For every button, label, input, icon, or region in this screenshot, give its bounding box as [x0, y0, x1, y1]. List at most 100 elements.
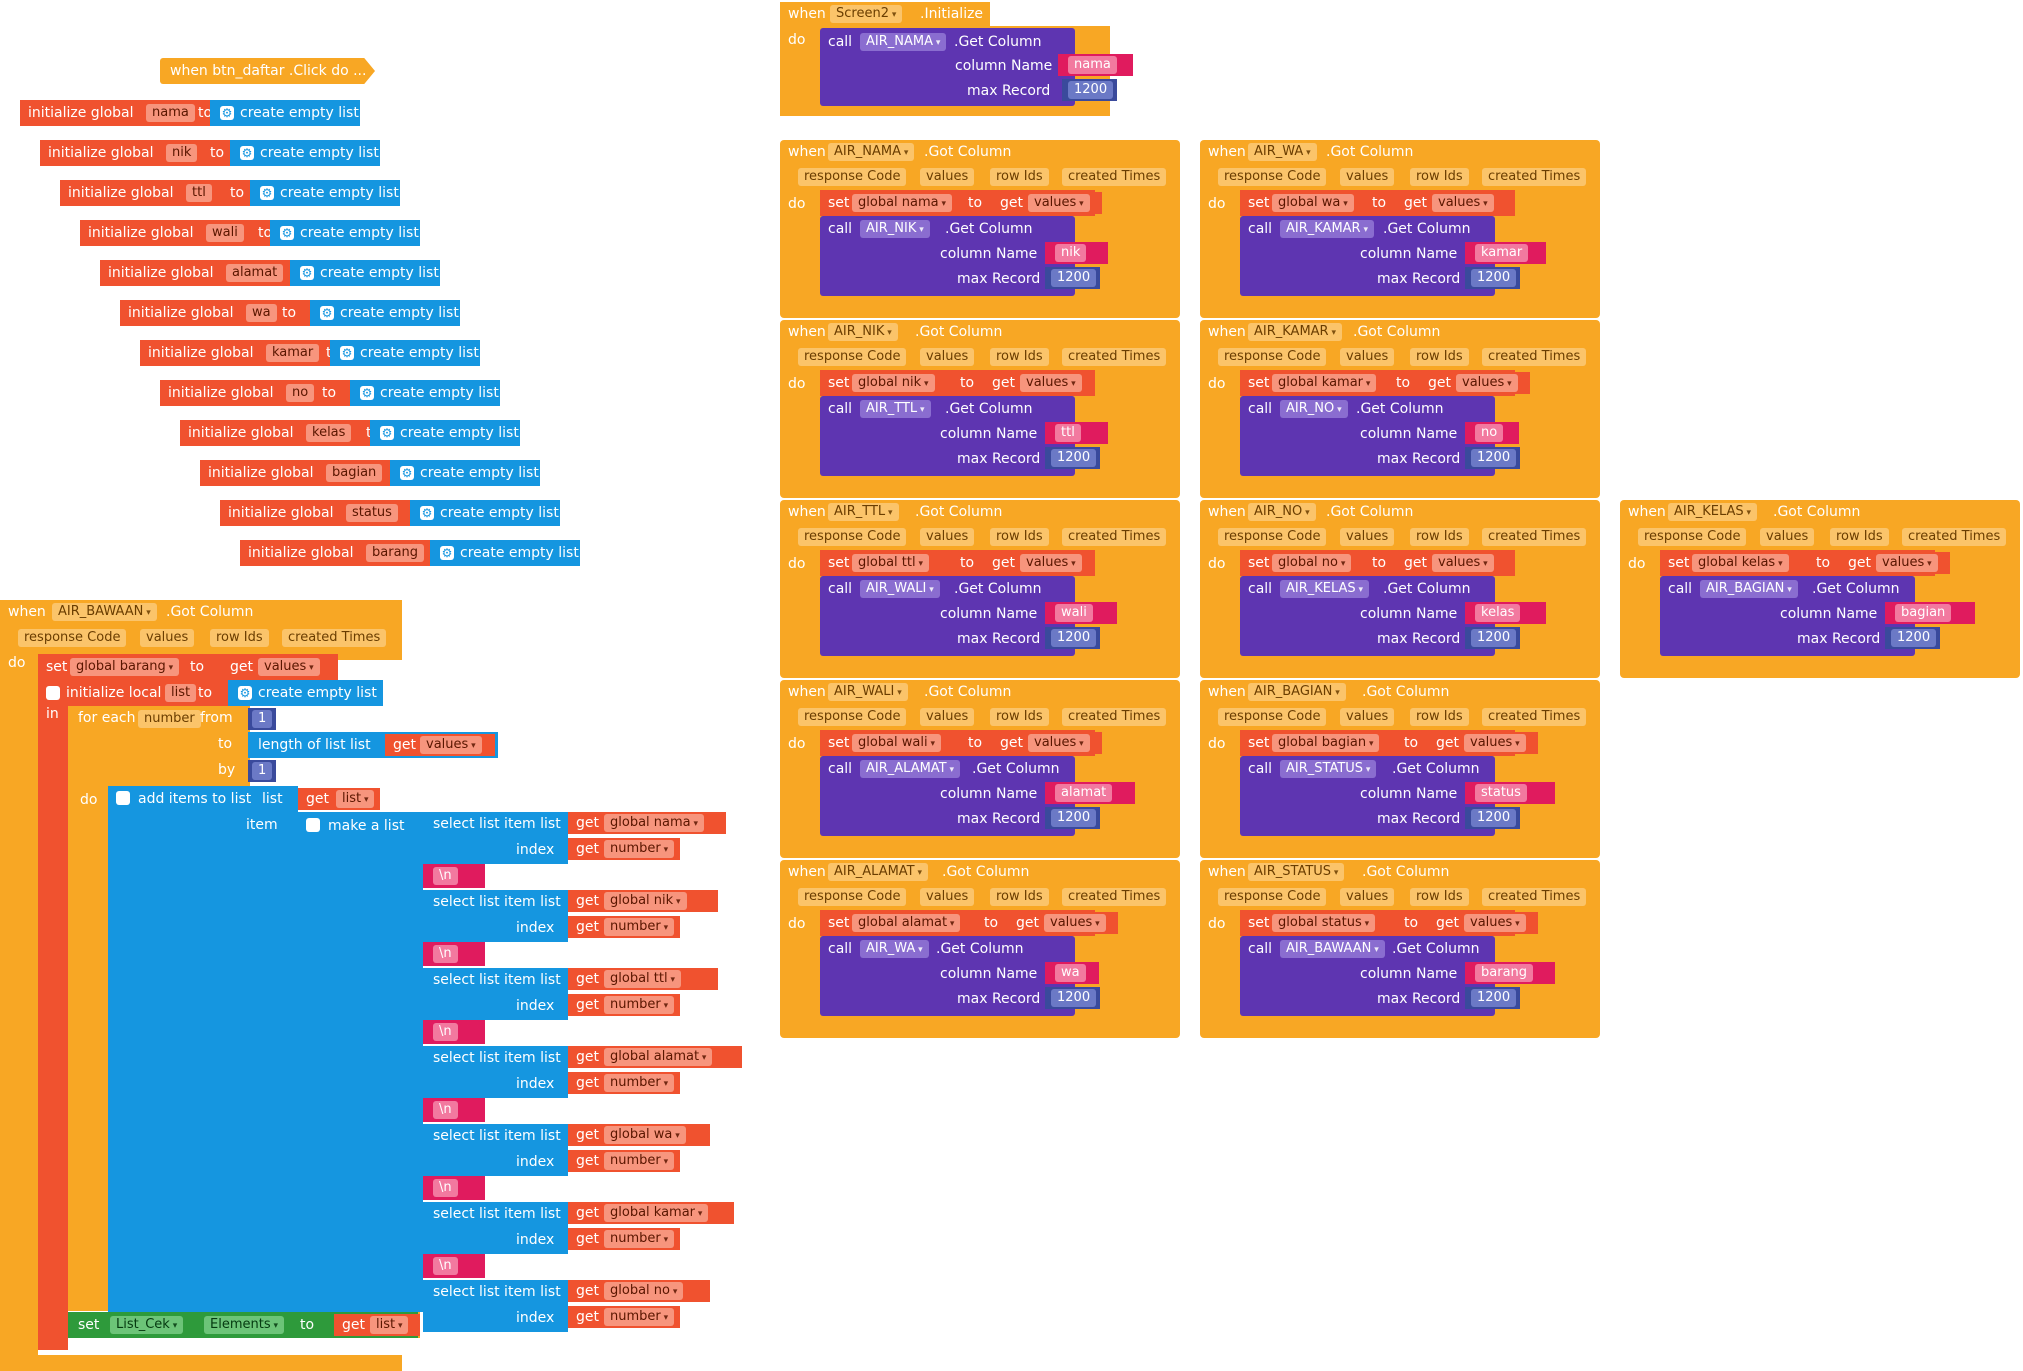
event-param-response-code[interactable]: response Code	[798, 528, 907, 546]
newline-text-value[interactable]: \n	[433, 1101, 458, 1119]
get-variable-dropdown[interactable]: number	[604, 1152, 675, 1170]
max-record-number-block[interactable]: 1200	[1045, 627, 1100, 649]
initialize-global-wa[interactable]	[120, 300, 310, 326]
event-param-created-times[interactable]: created Times	[1482, 708, 1587, 726]
event-param-values[interactable]: values	[920, 348, 975, 366]
create-empty-list-block[interactable]: ⚙ create empty list	[210, 100, 360, 126]
get-variable-dropdown[interactable]: values	[1456, 374, 1518, 392]
get-variable-dropdown[interactable]: global no	[604, 1282, 684, 1300]
max-record-value[interactable]: 1200	[1068, 81, 1114, 99]
get-variable-dropdown[interactable]: number	[604, 1308, 675, 1326]
event-param-row-ids[interactable]: row Ids	[990, 708, 1049, 726]
for-each-args[interactable]	[68, 732, 250, 792]
newline-text-block[interactable]: \n	[423, 1254, 485, 1278]
get-variable-dropdown[interactable]: values	[1044, 914, 1106, 932]
column-name-text-block[interactable]: nik	[1045, 242, 1108, 264]
global-var-name-ttl[interactable]: ttl	[186, 184, 212, 202]
event-param-row-ids[interactable]: row Ids	[990, 528, 1049, 546]
event-param-values[interactable]: values	[920, 888, 975, 906]
call-component-dropdown[interactable]: AIR_KELAS	[1280, 580, 1370, 598]
initialize-global-no[interactable]	[160, 380, 350, 406]
mutator-gear-icon[interactable]: ⚙	[220, 106, 234, 120]
set-variable-dropdown[interactable]: global nik	[852, 374, 935, 392]
event-component-dropdown[interactable]: AIR_NAMA	[828, 143, 915, 161]
max-record-value[interactable]: 1200	[1471, 449, 1517, 467]
max-record-value[interactable]: 1200	[1051, 989, 1097, 1007]
event-param-values[interactable]: values	[920, 528, 975, 546]
max-record-value[interactable]: 1200	[1471, 269, 1517, 287]
column-name-value[interactable]: kelas	[1475, 604, 1521, 622]
btn-daftar-click-event-header[interactable]: when btn_daftar .Click do ...	[160, 58, 375, 84]
column-name-value[interactable]: ttl	[1055, 424, 1081, 442]
column-name-text-block[interactable]: kelas	[1465, 602, 1546, 624]
get-variable-dropdown[interactable]: global wa	[604, 1126, 686, 1144]
create-empty-list-block[interactable]: ⚙ create empty list	[330, 340, 480, 366]
create-empty-list-block[interactable]: ⚙ create empty list	[410, 500, 560, 526]
call-component-dropdown[interactable]: AIR_NO	[1280, 400, 1348, 418]
event-param-row-ids[interactable]: row Ids	[1410, 888, 1469, 906]
max-record-number-block[interactable]: 1200	[1045, 987, 1100, 1009]
event-param-row-ids[interactable]: row Ids	[1830, 528, 1889, 546]
set-variable-dropdown[interactable]: global kelas	[1692, 554, 1789, 572]
get-variable-dropdown[interactable]: global nik	[604, 892, 687, 910]
set-variable-dropdown[interactable]: global wa	[1272, 194, 1354, 212]
set-variable-dropdown[interactable]: global wali	[852, 734, 941, 752]
newline-text-block[interactable]: \n	[423, 1176, 485, 1200]
column-name-text-block[interactable]: wali	[1045, 602, 1117, 624]
mutator-gear-icon[interactable]	[116, 791, 130, 805]
call-component-dropdown[interactable]: AIR_NIK	[860, 220, 930, 238]
global-var-name-status[interactable]: status	[346, 504, 398, 522]
mutator-gear-icon[interactable]: ⚙	[420, 506, 434, 520]
event-component-dropdown[interactable]: AIR_TTL	[828, 503, 899, 521]
max-record-value[interactable]: 1200	[1471, 989, 1517, 1007]
max-record-number-block[interactable]: 1200	[1465, 807, 1520, 829]
mutator-gear-icon[interactable]	[306, 818, 320, 832]
set-variable-dropdown[interactable]: global bagian	[1272, 734, 1380, 752]
event-param-created-times[interactable]: created Times	[282, 629, 387, 647]
get-variable-dropdown[interactable]: number	[604, 1230, 675, 1248]
max-record-number-block[interactable]: 1200	[1062, 79, 1117, 101]
max-record-number-block[interactable]: 1200	[1045, 267, 1100, 289]
mutator-gear-icon[interactable]: ⚙	[380, 426, 394, 440]
max-record-value[interactable]: 1200	[1471, 629, 1517, 647]
create-empty-list-block[interactable]: ⚙ create empty list	[270, 220, 420, 246]
column-name-text-block[interactable]: no	[1465, 422, 1519, 444]
get-variable-dropdown[interactable]: values	[1464, 914, 1526, 932]
event-param-values[interactable]: values	[1340, 168, 1395, 186]
mutator-gear-icon[interactable]: ⚙	[360, 386, 374, 400]
initialize-local-rail[interactable]	[38, 680, 68, 1350]
create-empty-list-block[interactable]: ⚙ create empty list	[228, 680, 383, 706]
select-list-item-block[interactable]	[423, 968, 568, 1020]
event-component-dropdown[interactable]: AIR_BAWAAN	[52, 603, 157, 621]
for-each-do-rail[interactable]	[68, 786, 108, 1311]
select-list-item-block[interactable]	[423, 1280, 568, 1332]
set-variable-dropdown[interactable]: global barang	[70, 658, 180, 676]
by-number-block[interactable]: 1	[248, 760, 276, 782]
event-param-row-ids[interactable]: row Ids	[210, 629, 269, 647]
global-var-name-alamat[interactable]: alamat	[226, 264, 284, 282]
mutator-gear-icon[interactable]: ⚙	[280, 226, 294, 240]
column-name-value[interactable]: nik	[1055, 244, 1087, 262]
max-record-number-block[interactable]: 1200	[1465, 267, 1520, 289]
event-param-row-ids[interactable]: row Ids	[1410, 708, 1469, 726]
create-empty-list-block[interactable]: ⚙ create empty list	[310, 300, 460, 326]
event-param-created-times[interactable]: created Times	[1482, 168, 1587, 186]
event-component-dropdown[interactable]: AIR_KELAS	[1668, 503, 1758, 521]
max-record-value[interactable]: 1200	[1051, 449, 1097, 467]
get-variable-dropdown[interactable]: global ttl	[604, 970, 681, 988]
get-variable-dropdown[interactable]: global nama	[604, 814, 705, 832]
select-list-item-block[interactable]	[423, 1124, 568, 1176]
get-variable-dropdown[interactable]: values	[1020, 374, 1082, 392]
newline-text-block[interactable]: \n	[423, 1098, 485, 1122]
event-param-response-code[interactable]: response Code	[1218, 528, 1327, 546]
event-do-rail[interactable]	[0, 660, 38, 1360]
global-var-name-bagian[interactable]: bagian	[326, 464, 383, 482]
column-name-text-block[interactable]: wa	[1045, 962, 1099, 984]
get-variable-dropdown[interactable]: values	[1432, 194, 1494, 212]
get-variable-dropdown[interactable]: number	[604, 1074, 675, 1092]
max-record-value[interactable]: 1200	[1051, 269, 1097, 287]
property-dropdown[interactable]: Elements	[204, 1316, 284, 1334]
column-name-value[interactable]: bagian	[1895, 604, 1952, 622]
event-param-response-code[interactable]: response Code	[1218, 708, 1327, 726]
